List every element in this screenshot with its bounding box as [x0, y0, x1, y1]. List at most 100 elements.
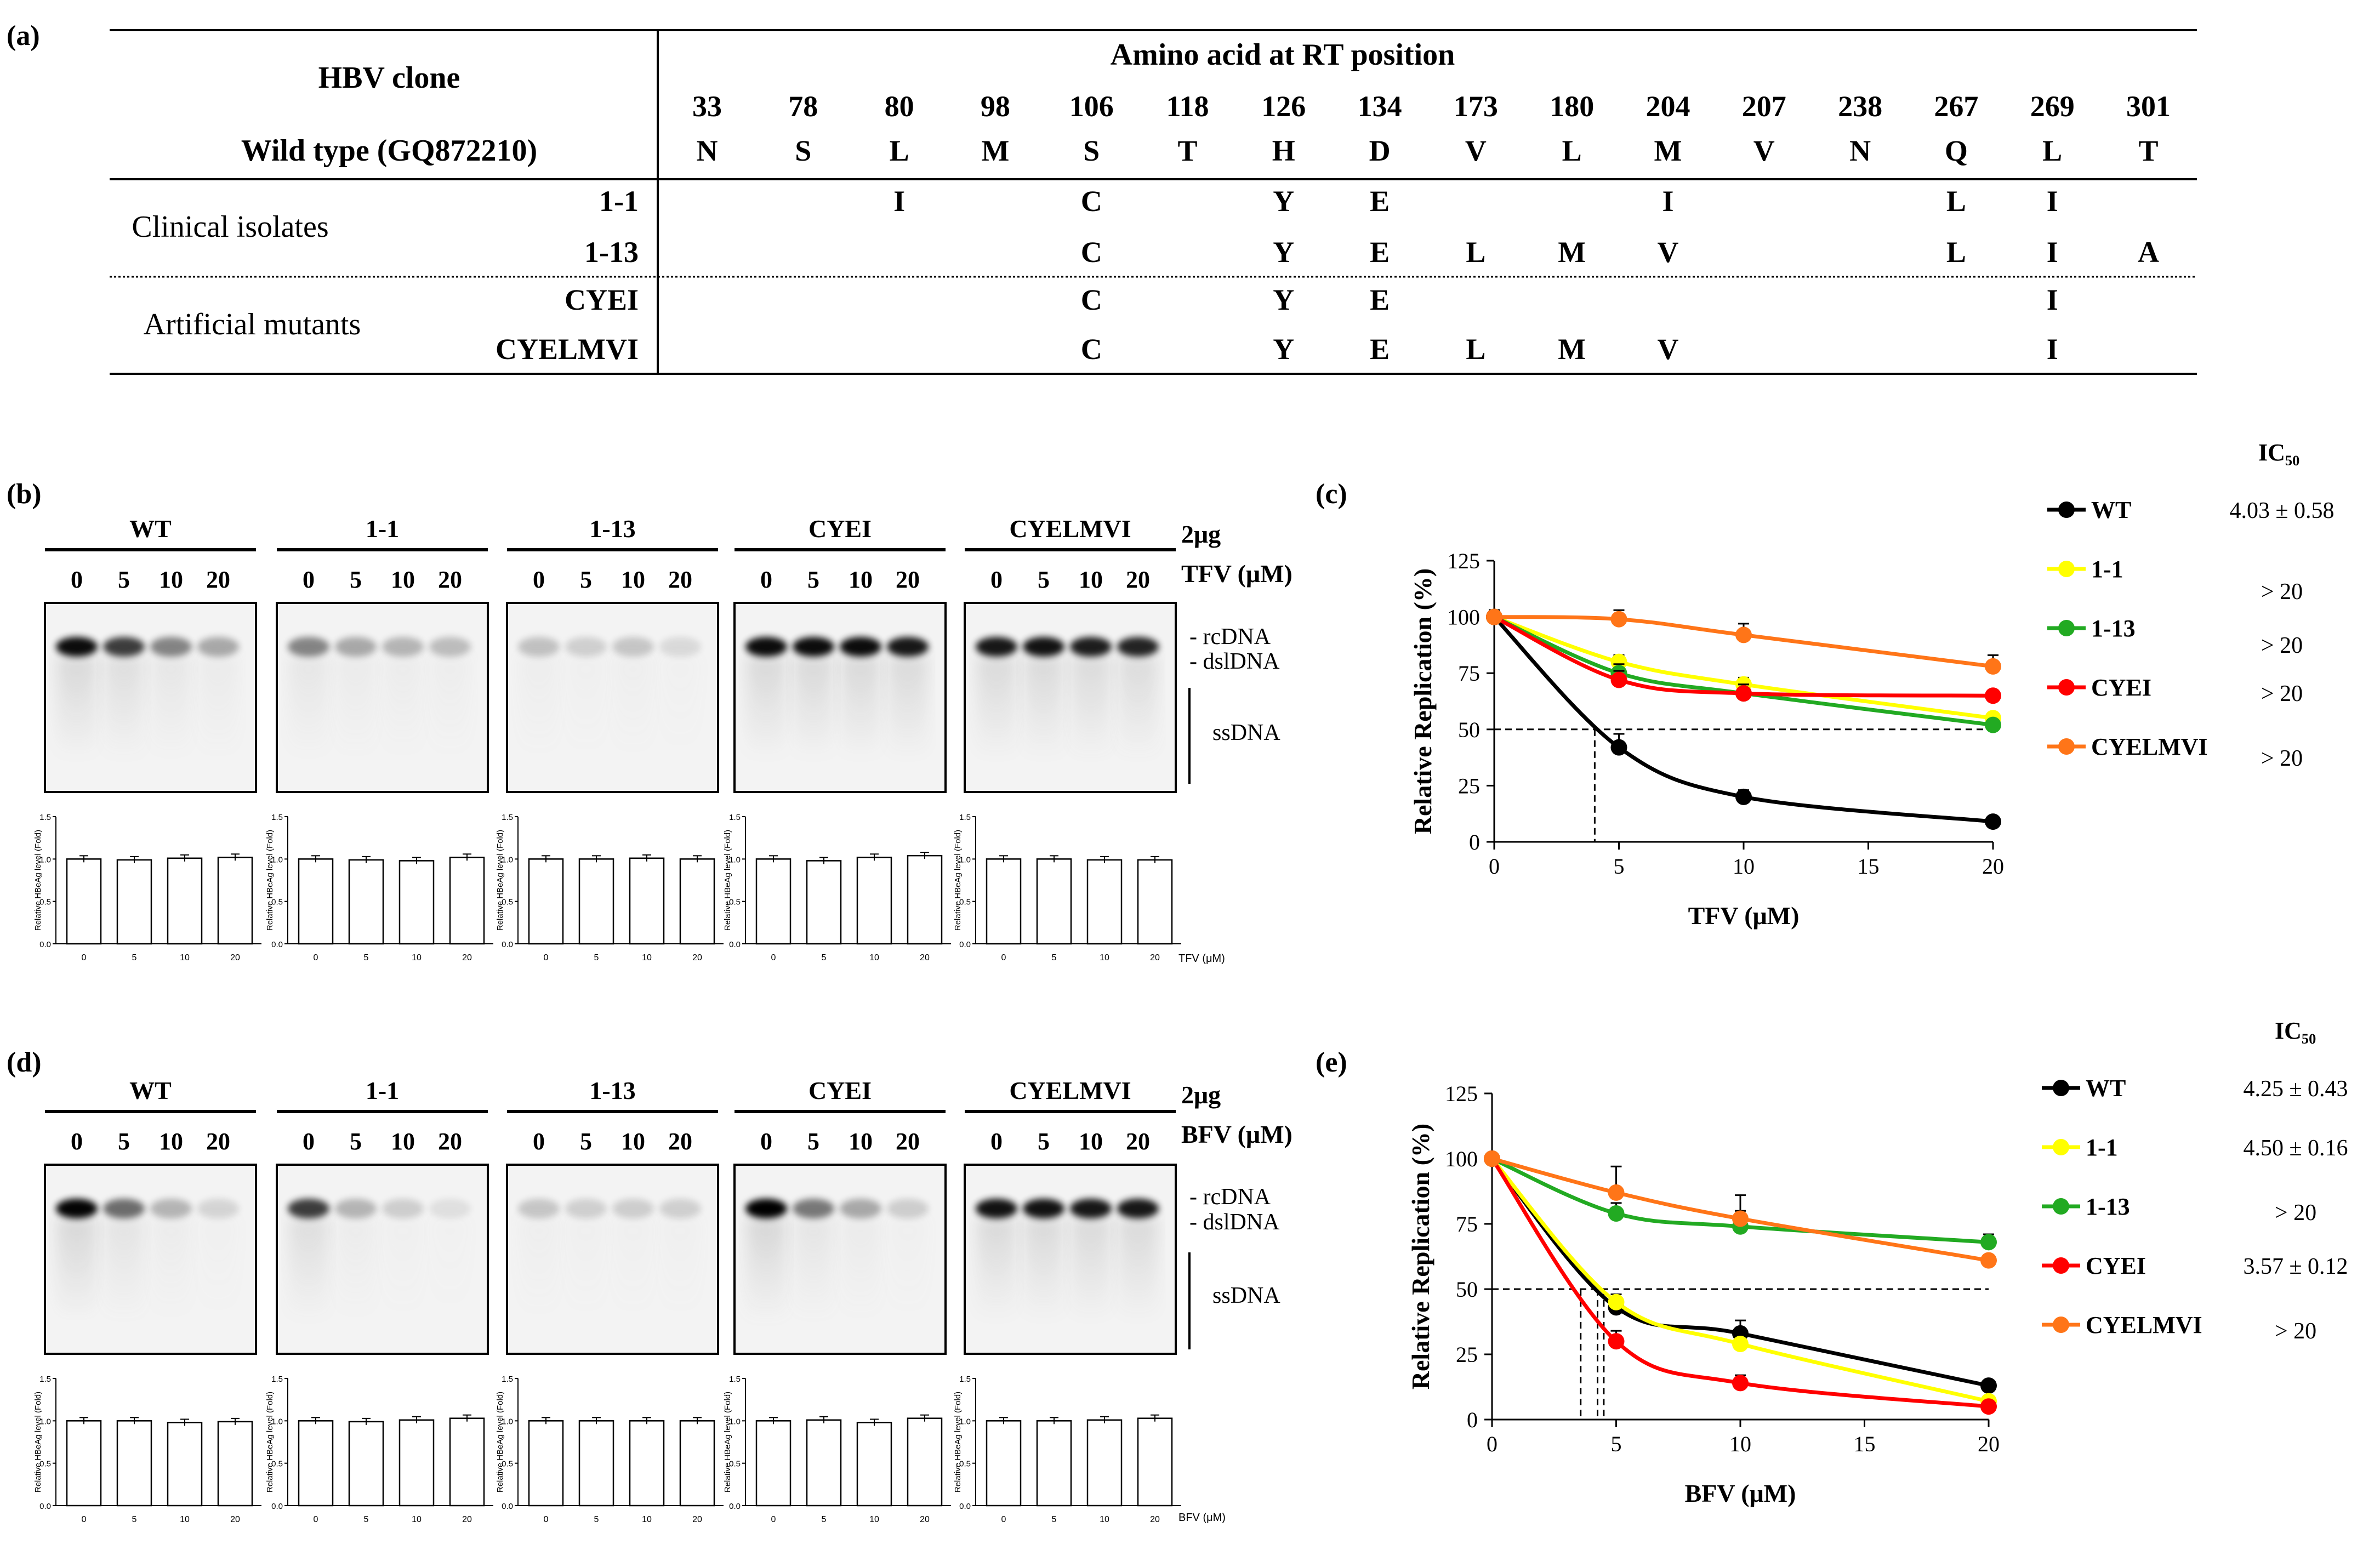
ssdna-smear — [57, 655, 96, 759]
series-line-CYEI — [1490, 1158, 1989, 1409]
hbeag-bar — [856, 856, 892, 945]
hbeag-bar — [679, 858, 715, 945]
bar-ytick-label: 1.0 — [39, 1417, 51, 1426]
concentration-label: 5 — [580, 566, 592, 593]
hbeag-bar — [449, 1417, 485, 1507]
ic50-value-1-1: 4.50 ± 0.16 — [2243, 1136, 2348, 1161]
concentration-label: 20 — [1126, 566, 1150, 593]
blot-group-label: 1-1 — [366, 515, 399, 543]
hbeag-bar — [679, 1420, 715, 1507]
dna-band — [976, 637, 1017, 657]
bar-ytick-label: 1.0 — [729, 1417, 741, 1426]
bar-xtick-label: 0 — [314, 1515, 318, 1524]
hbeag-bar — [629, 1420, 665, 1507]
clone-label: CYELMVI — [496, 333, 639, 366]
bar-ytick-label: 0.0 — [271, 940, 283, 949]
hbeag-chart-WT: Relative HBeAg level (Fold) 0.0 0.5 1.0 1.5 0… — [33, 1375, 261, 1524]
ssdna-smear — [566, 1217, 606, 1321]
bar-xtick-label: 0 — [1001, 953, 1006, 962]
concentration-label: 5 — [350, 1128, 362, 1155]
bar-ytick-label: 1.5 — [271, 813, 283, 822]
band-dsldna-b: - dslDNA — [1189, 649, 1280, 674]
concentration-label: 20 — [206, 1128, 230, 1155]
band-ssdna-d: ssDNA — [1212, 1283, 1280, 1308]
series-line-1-1 — [1493, 615, 1994, 720]
bar-xtick-label: 20 — [462, 1515, 472, 1524]
concentration-label: 20 — [668, 566, 692, 593]
hbeag-bar — [806, 860, 842, 945]
blot-group-label: CYEI — [808, 1076, 872, 1104]
bar-ytick-label: 0.5 — [729, 898, 741, 907]
legend-label-1-1: 1-1 — [2086, 1134, 2118, 1161]
dna-band — [659, 1199, 701, 1218]
dna-band — [612, 637, 654, 657]
series-line-1-13 — [1493, 615, 1994, 727]
hbeag-bar — [528, 1420, 564, 1507]
data-point-1-1 — [1610, 653, 1627, 670]
series-line-CYELMVI — [1491, 1156, 1989, 1263]
x-axis-label: TFV (μM) — [1688, 902, 1800, 930]
position-134: 134 — [1358, 90, 1402, 123]
y-tick-label: 0 — [1467, 1407, 1478, 1432]
mutation-cell: C — [1081, 333, 1102, 366]
ic50-value-1-13: > 20 — [2261, 633, 2303, 658]
position-78: 78 — [788, 90, 818, 123]
legend-swatch-marker — [2058, 620, 2075, 636]
dna-band — [745, 637, 787, 657]
ssdna-smear — [1024, 1217, 1063, 1321]
ssdna-smear — [383, 655, 423, 759]
concentration-label: 0 — [533, 1128, 545, 1155]
concentration-label: 5 — [1038, 566, 1050, 593]
ssdna-smear — [198, 655, 238, 759]
concentration-label: 5 — [807, 566, 819, 593]
dna-band — [103, 637, 145, 657]
position-80: 80 — [885, 90, 914, 123]
wildtype-aa-204: M — [1654, 134, 1682, 167]
hbeag-bar — [217, 856, 253, 945]
dna-band — [840, 1199, 881, 1218]
hbeag-bar — [66, 1420, 102, 1507]
concentration-label: 0 — [990, 1128, 1003, 1155]
bar-xtick-label: 5 — [132, 1515, 137, 1524]
hbeag-chart-WT: Relative HBeAg level (Fold) 0.0 0.5 1.0 1.5 0… — [33, 813, 261, 962]
ssdna-smear — [289, 655, 328, 759]
panel-label-e: (e) — [1316, 1047, 1347, 1078]
ssdna-smear — [661, 1217, 700, 1321]
wildtype-aa-134: D — [1369, 134, 1391, 167]
mutation-cell: C — [1081, 185, 1102, 218]
y-tick-label: 75 — [1458, 661, 1480, 686]
concentration-label: 10 — [159, 1128, 183, 1155]
dna-band — [288, 637, 329, 657]
panel-c-tfv-chart: (c) IC₅₀ 0 25 50 75 100 125 0 5 10 15 20 TFV (μM) Re… — [1316, 439, 2335, 930]
y-tick-label: 125 — [1445, 1081, 1478, 1106]
bar-ytick-label: 1.0 — [271, 1417, 283, 1426]
hbeag-bar — [298, 858, 334, 945]
bar-xtick-label: 10 — [180, 953, 190, 962]
bar-xtick-label: 0 — [771, 953, 776, 962]
data-point-CYEI — [1610, 671, 1627, 688]
x-tick-label: 0 — [1487, 1432, 1498, 1456]
ssdna-smear — [151, 655, 191, 759]
bar-ytick-label: 1.0 — [959, 1417, 971, 1426]
bar-xtick-label: 20 — [920, 1515, 930, 1524]
dna-band — [382, 1199, 424, 1218]
legend-label-1-13: 1-13 — [2091, 615, 2136, 642]
ssdna-smear — [613, 1217, 653, 1321]
hbeag-bar — [856, 1422, 892, 1507]
series-line-CYEI — [1493, 615, 1994, 698]
band-rcdna-b: - rcDNA — [1189, 624, 1271, 649]
legend-swatch-marker — [2058, 502, 2075, 518]
position-207: 207 — [1742, 90, 1786, 123]
dna-band — [612, 1199, 654, 1218]
bar-ylabel: Relative HBeAg level (Fold) — [723, 830, 732, 931]
table-corner-header: HBV clone — [318, 61, 460, 95]
bar-ytick-label: 1.5 — [502, 1375, 513, 1384]
hbeag-bar — [167, 1422, 203, 1507]
dna-band — [565, 1199, 607, 1218]
mutation-cell: E — [1370, 185, 1390, 218]
position-269: 269 — [2030, 90, 2075, 123]
blot-group-label: 1-13 — [589, 1076, 635, 1104]
data-point-CYEI — [1985, 687, 2001, 704]
amount-label-b: 2μg — [1181, 520, 1221, 548]
ssdna-smear — [104, 655, 144, 759]
